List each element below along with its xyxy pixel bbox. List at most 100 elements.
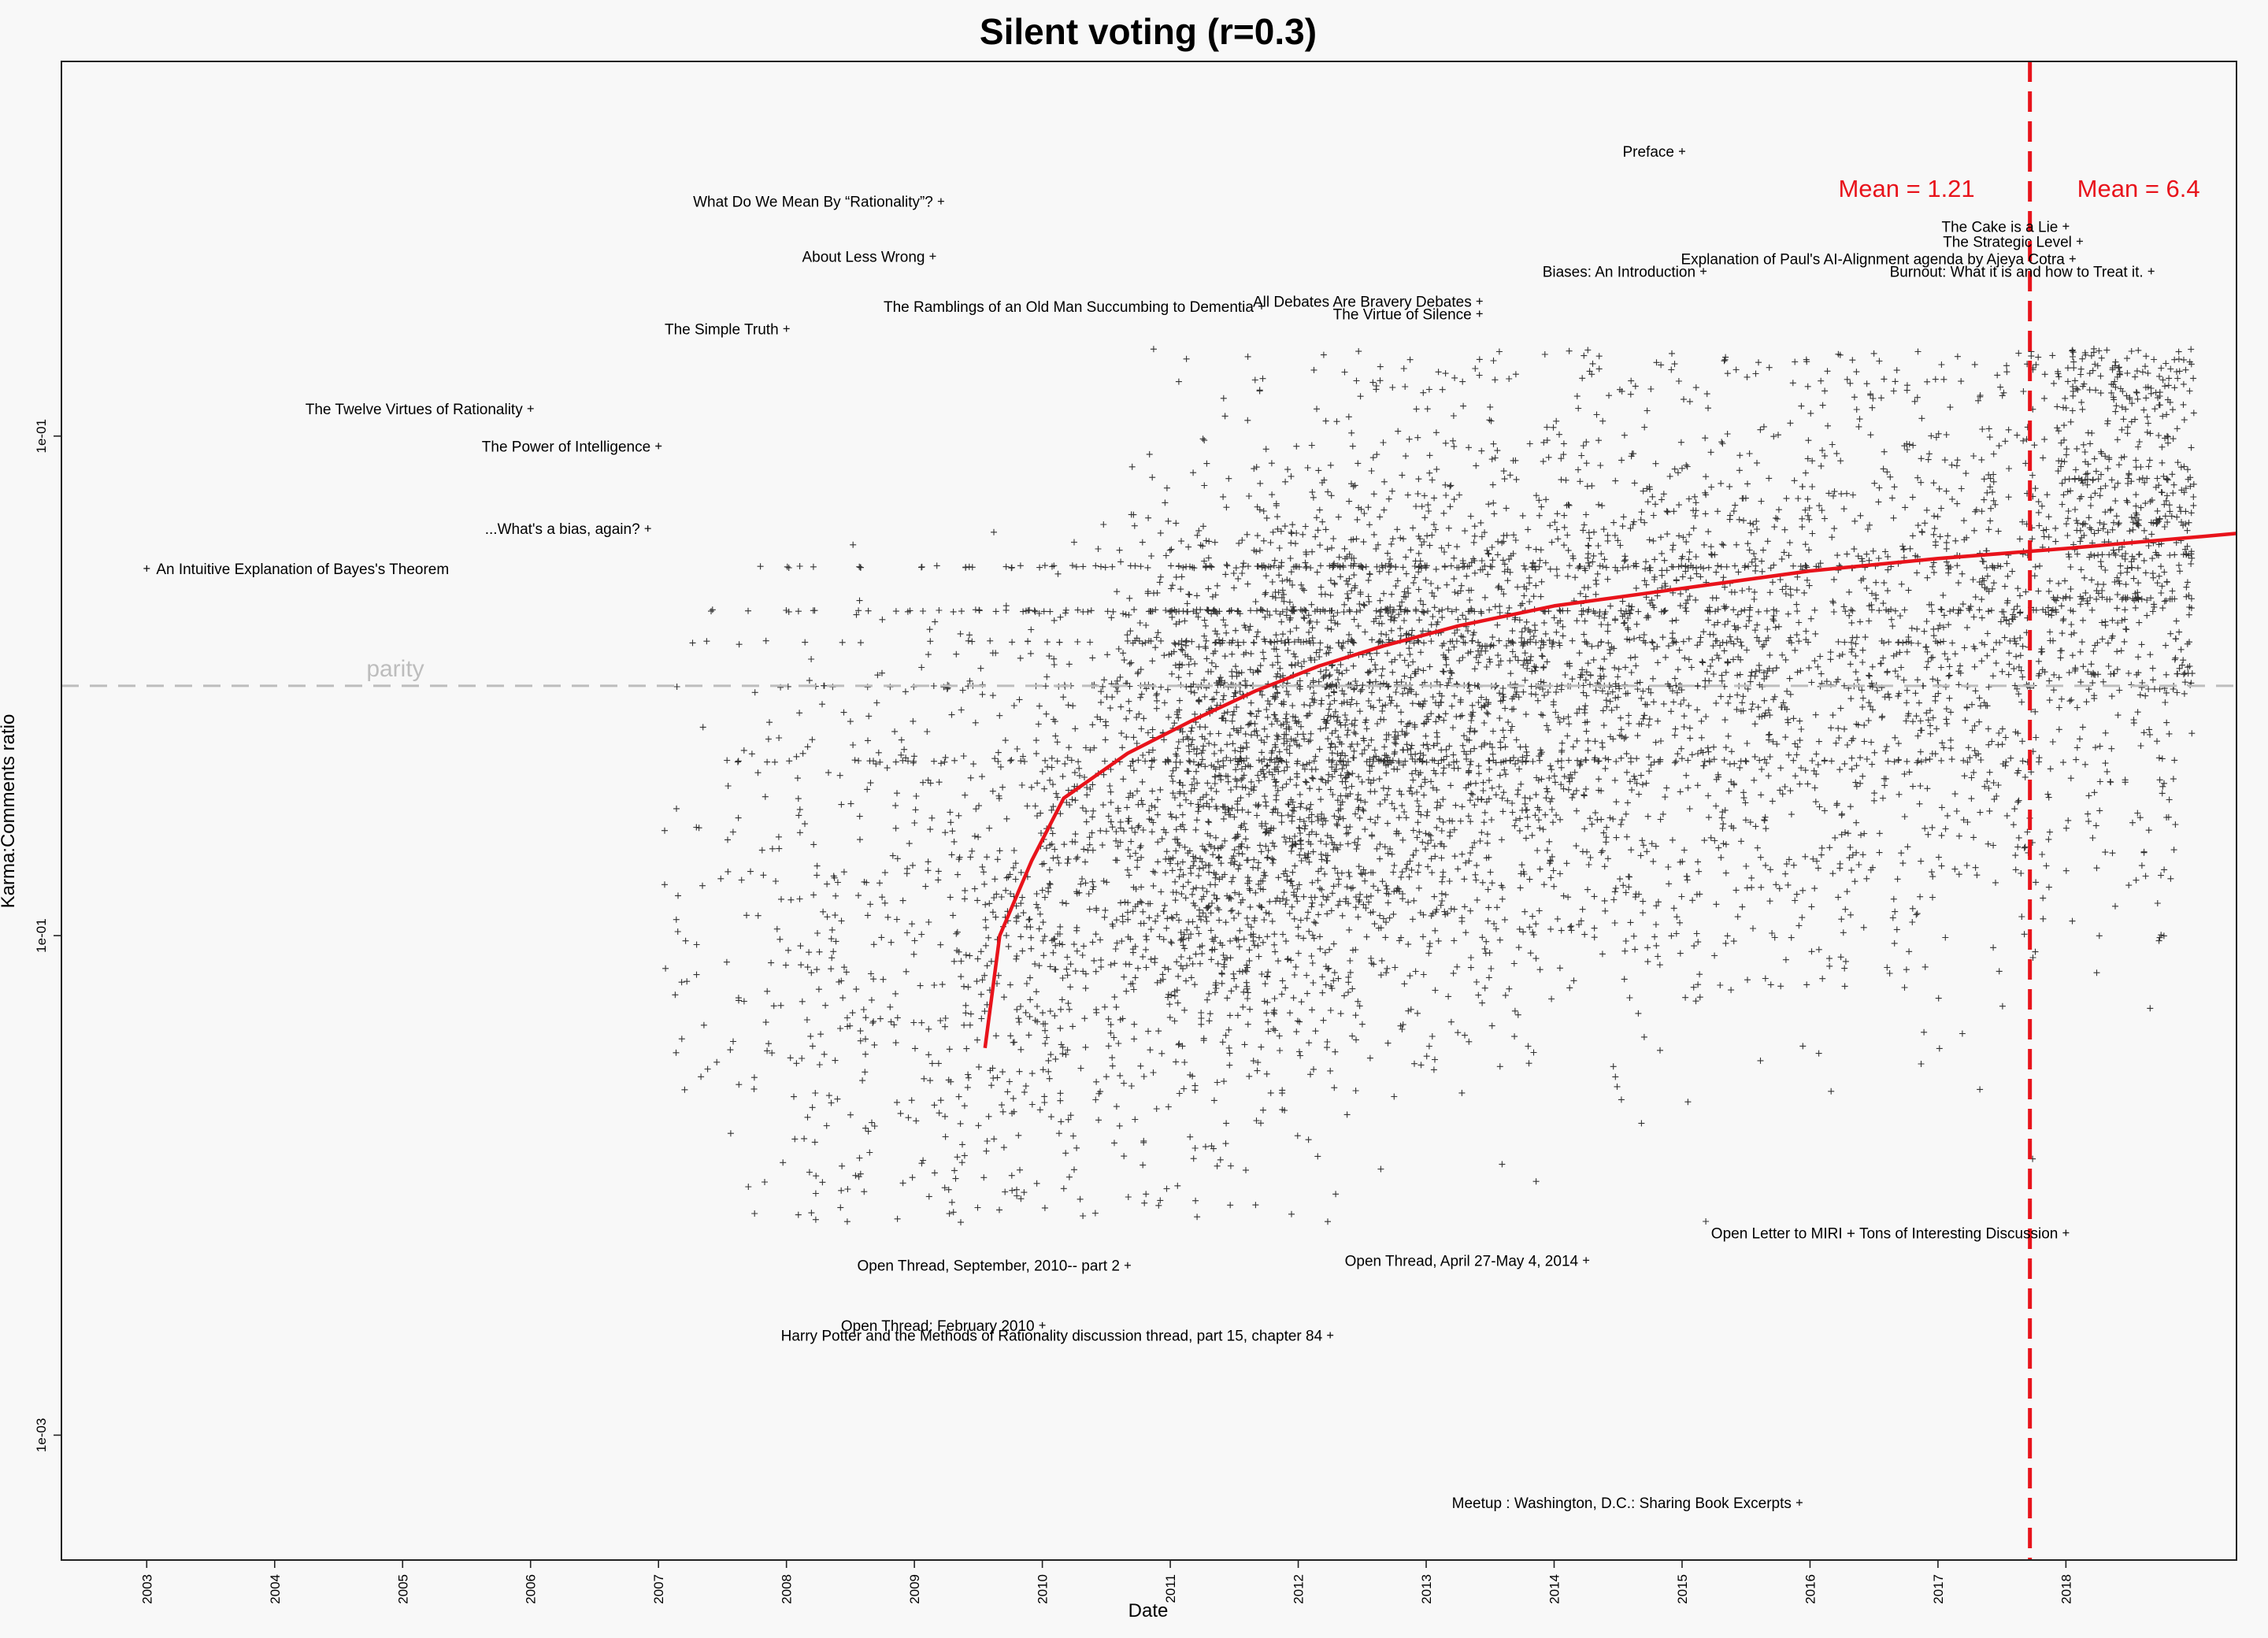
annotation: The Strategic Level [1943, 234, 2083, 250]
annotation-marker [1583, 1257, 1590, 1264]
annotation-marker [1039, 1321, 1046, 1329]
x-tick-label: 2004 [268, 1574, 283, 1604]
annotation-text: The Strategic Level [1943, 234, 2072, 250]
annotation-text: What Do We Mean By “Rationality”? [693, 195, 933, 211]
x-tick-label: 2013 [1419, 1574, 1434, 1604]
annotation-text: Harry Potter and the Methods of Rational… [781, 1329, 1323, 1345]
annotation: About Less Wrong [802, 249, 936, 265]
y-axis-label: Karma:Comments ratio [0, 714, 19, 909]
annotation: The Twelve Virtues of Rationality [306, 402, 534, 418]
annotation-marker [527, 405, 534, 412]
annotation-text: All Debates Are Bravery Debates [1253, 294, 1472, 310]
x-tick-label: 2015 [1675, 1574, 1690, 1604]
annotation: Open Letter to MIRI + Tons of Interestin… [1711, 1226, 2070, 1243]
mean-label-before: Mean = 1.21 [1838, 175, 1974, 202]
x-tick-label: 2003 [139, 1574, 154, 1604]
annotation-marker [2148, 268, 2155, 275]
annotation-marker [1476, 310, 1483, 317]
annotation-text: The Twelve Virtues of Rationality [306, 402, 523, 418]
mean-label-after: Mean = 6.4 [2077, 175, 2200, 202]
annotation-marker [937, 198, 944, 205]
scatter-points [662, 345, 2197, 1226]
annotation: The Virtue of Silence [1333, 306, 1483, 323]
y-tick-label: 1e-03 [34, 1418, 49, 1452]
annotation: Meetup : Washington, D.C.: Sharing Book … [1452, 1495, 1803, 1512]
annotation-text: Open Letter to MIRI + Tons of Interestin… [1711, 1226, 2059, 1243]
annotation-marker [2062, 1229, 2070, 1236]
annotation: The Cake is a Lie [1942, 219, 2070, 235]
annotation-marker [1678, 148, 1685, 155]
annotation: Open Thread, April 27-May 4, 2014 [1345, 1253, 1590, 1269]
x-tick-label: 2012 [1292, 1574, 1306, 1604]
annotation-text: Burnout: What it is and how to Treat it. [1890, 264, 2144, 280]
x-tick-label: 2014 [1547, 1574, 1562, 1604]
x-axis-label: Date [1128, 1600, 1169, 1621]
annotation-text: The Ramblings of an Old Man Succumbing t… [884, 299, 1254, 316]
x-tick-label: 2016 [1803, 1574, 1818, 1604]
annotation-text: An Intuitive Explanation of Bayes's Theo… [156, 561, 449, 578]
annotation-text: The Simple Truth [665, 321, 779, 338]
annotation-text: Open Thread, September, 2010-- part 2 [857, 1258, 1119, 1275]
x-tick-label: 2011 [1163, 1574, 1178, 1603]
annotation-marker [1327, 1332, 1334, 1339]
annotation: Open Thread, September, 2010-- part 2 [857, 1258, 1131, 1275]
annotation: What Do We Mean By “Rationality”? [693, 195, 944, 211]
annotation: Harry Potter and the Methods of Rational… [781, 1329, 1334, 1345]
points-layer [662, 345, 2197, 1226]
annotation-marker [655, 443, 662, 450]
annotation-marker [1476, 298, 1483, 305]
annotation-text: Preface [1622, 144, 1673, 161]
annotation-marker [783, 325, 790, 332]
annotation: Burnout: What it is and how to Treat it. [1890, 264, 2155, 280]
y-tick-label: 1e-01 [34, 419, 49, 453]
annotation-marker [2069, 255, 2076, 262]
annotation-marker [1700, 268, 1707, 275]
annotation-marker [2062, 223, 2070, 230]
annotation-text: The Power of Intelligence [482, 439, 650, 455]
trend-line [983, 532, 2237, 1049]
annotation-layer: Preface What Do We Mean By “Rationality”?… [143, 144, 2155, 1512]
axes-layer: 2003 2004 2005 2006 2007 2008 2009 2010 2011 2012… [34, 419, 2073, 1604]
annotation: Preface [1622, 144, 1685, 161]
annotation-marker [1796, 1499, 1803, 1506]
annotation-text: Open Thread, April 27-May 4, 2014 [1345, 1253, 1579, 1269]
annotation: Open Thread: February 2010 [841, 1318, 1046, 1335]
annotation: All Debates Are Bravery Debates [1253, 294, 1483, 310]
annotation: An Intuitive Explanation of Bayes's Theo… [143, 561, 449, 578]
annotation: The Power of Intelligence [482, 439, 662, 455]
annotation-marker [644, 525, 651, 532]
x-tick-label: 2017 [1931, 1574, 1946, 1604]
x-tick-label: 2018 [2059, 1574, 2073, 1604]
annotation: Biases: An Introduction [1543, 264, 1707, 280]
parity-label: parity [366, 656, 424, 682]
x-tick-label: 2005 [395, 1574, 410, 1604]
reference-lines: parity Mean = 1.21 Mean = 6.4 [61, 61, 2237, 1560]
annotation: The Ramblings of an Old Man Succumbing t… [884, 299, 1265, 316]
annotation-text: The Cake is a Lie [1942, 219, 2059, 235]
annotation-marker [2076, 238, 2083, 245]
annotation: ...What's a bias, again? [485, 521, 651, 538]
x-tick-label: 2010 [1036, 1574, 1051, 1604]
annotation-text: Open Thread: February 2010 [841, 1318, 1035, 1335]
annotation-marker [929, 253, 936, 260]
annotation-text: ...What's a bias, again? [485, 521, 640, 538]
annotation-text: Explanation of Paul's AI-Alignment agend… [1681, 252, 2065, 269]
annotation-text: Meetup : Washington, D.C.: Sharing Book … [1452, 1495, 1792, 1512]
annotation-text: The Virtue of Silence [1333, 306, 1472, 323]
annotation-marker [143, 565, 150, 572]
plot-frame [61, 61, 2237, 1561]
x-tick-label: 2007 [651, 1574, 666, 1604]
annotation-marker [1124, 1262, 1131, 1269]
x-tick-label: 2009 [907, 1574, 922, 1604]
annotation-text: About Less Wrong [802, 249, 925, 265]
annotation: Explanation of Paul's AI-Alignment agend… [1681, 252, 2076, 269]
annotation-marker [1258, 302, 1265, 309]
chart-title: Silent voting (r=0.3) [980, 11, 1317, 52]
annotation-text: Biases: An Introduction [1543, 264, 1695, 280]
x-tick-label: 2008 [780, 1574, 795, 1604]
annotation: The Simple Truth [665, 321, 790, 338]
y-tick-label: 1e-01 [34, 918, 49, 952]
x-tick-label: 2006 [524, 1574, 539, 1604]
